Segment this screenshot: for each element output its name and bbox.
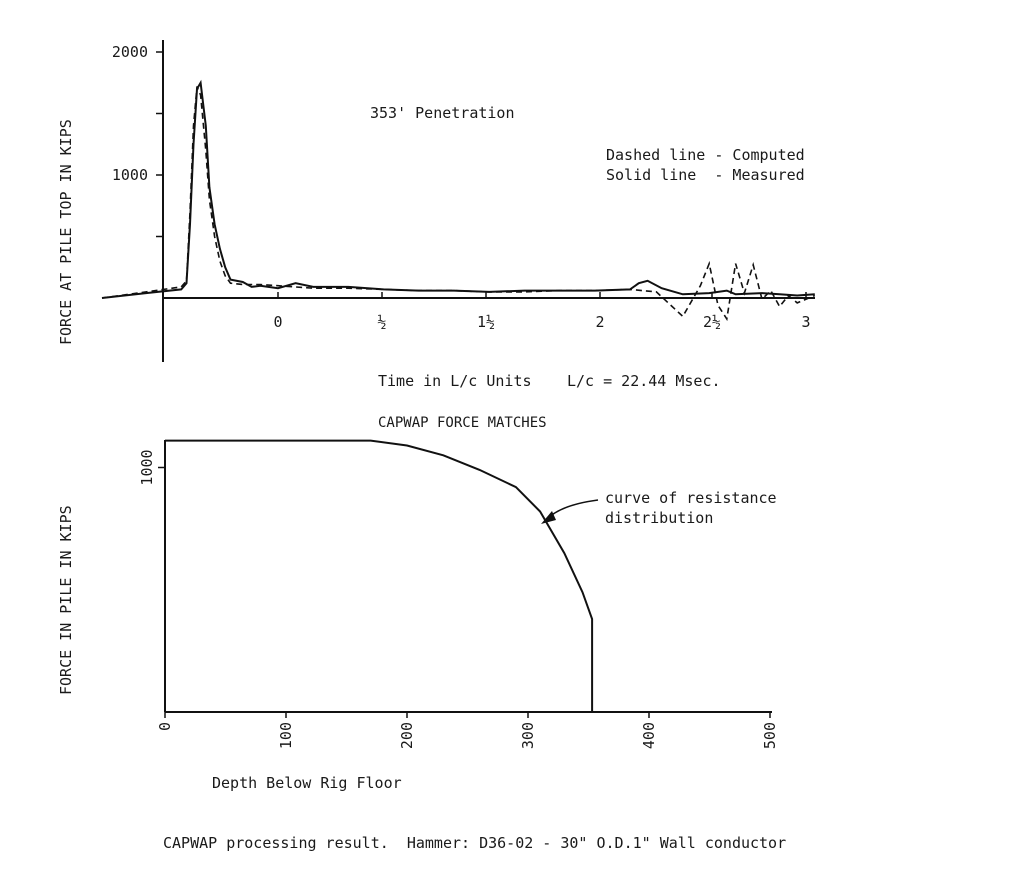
top-y-tick-label: 2000 (112, 43, 148, 61)
top-x-ticks: 0 ½ 1½ 2 2½ 3 (273, 292, 811, 331)
top-x-tick-label: ½ (377, 313, 386, 331)
bottom-y-tick-label: 1000 (138, 449, 156, 485)
legend-measured: Solid line - Measured (606, 166, 805, 184)
resistance-curve-line (165, 439, 594, 712)
bottom-x-tick-label: 200 (398, 722, 416, 749)
top-y-tick-label: 1000 (112, 166, 148, 184)
annotation-arrowhead (541, 511, 556, 524)
top-x-tick-label: 0 (273, 313, 282, 331)
top-x-tick-label: 1½ (477, 313, 495, 331)
figure-caption: CAPWAP processing result. Hammer: D36-02… (163, 834, 786, 852)
bottom-x-tick-label: 400 (640, 722, 658, 749)
bottom-chart: FORCE IN PILE IN KIPS 1000 0 100 200 300 400… (57, 439, 779, 792)
top-chart: FORCE AT PILE TOP IN KIPS 2000 1000 0 ½ 1½ 2… (57, 40, 816, 431)
top-x-tick-label: 2½ (703, 313, 721, 331)
bottom-x-tick-label: 300 (519, 722, 537, 749)
bottom-x-tick-label: 100 (277, 722, 295, 749)
bottom-x-ticks: 0 100 200 300 400 500 (156, 712, 779, 749)
top-x-tick-label: 2 (595, 313, 604, 331)
top-xlabel: Time in L/c Units (378, 372, 532, 390)
bottom-xlabel: Depth Below Rig Floor (212, 774, 402, 792)
bottom-y-ticks: 1000 (138, 449, 165, 486)
top-x-tick-label: 3 (801, 313, 810, 331)
legend-computed: Dashed line - Computed (606, 146, 805, 164)
top-y-ticks: 2000 1000 (112, 43, 163, 238)
bottom-x-tick-label: 500 (761, 722, 779, 749)
top-ylabel: FORCE AT PILE TOP IN KIPS (57, 119, 75, 345)
bottom-x-tick-label: 0 (156, 722, 174, 731)
top-chart-title: 353' Penetration (370, 104, 515, 122)
computed-series-line (101, 86, 816, 322)
bottom-ylabel: FORCE IN PILE IN KIPS (57, 505, 75, 695)
curve-annotation-line1: curve of resistance (605, 489, 777, 507)
top-chart-subtitle: CAPWAP FORCE MATCHES (378, 415, 547, 431)
top-lc-note: L/c = 22.44 Msec. (567, 372, 721, 390)
curve-annotation-line2: distribution (605, 509, 713, 527)
